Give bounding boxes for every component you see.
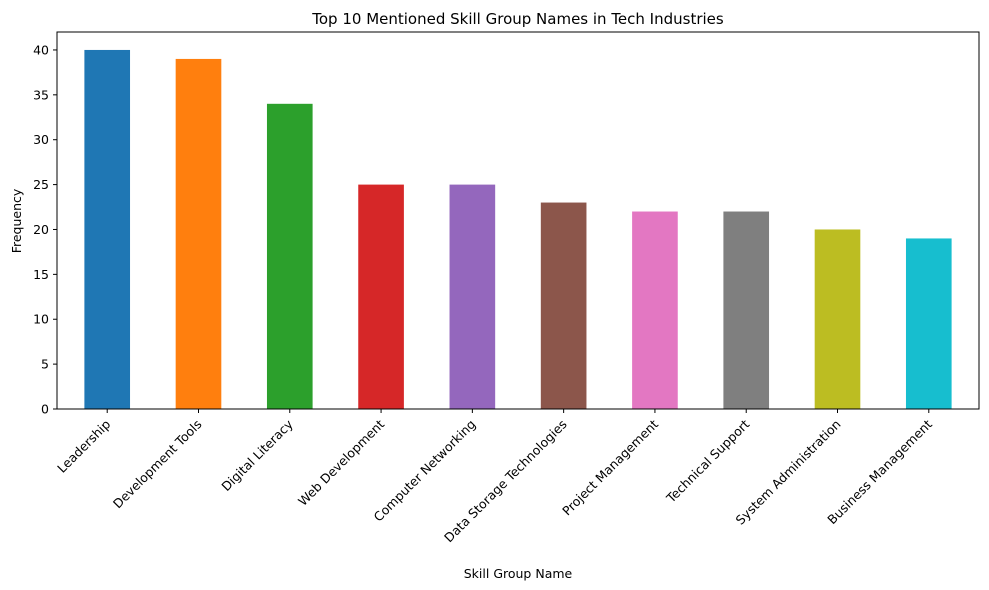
- y-tick-label: 10: [33, 312, 49, 327]
- bar-data-storage-technologies: [540, 202, 587, 409]
- y-tick-label: 35: [33, 87, 49, 102]
- y-tick-label: 5: [41, 357, 49, 372]
- bar-project-management: [632, 211, 678, 409]
- bar-system-administration: [814, 229, 861, 409]
- bar-computer-networking: [449, 184, 496, 409]
- y-axis-label: Frequency: [9, 188, 24, 253]
- x-tick-label: Web Development: [295, 416, 387, 508]
- y-tick-label: 25: [33, 177, 49, 192]
- y-tick-label: 40: [33, 42, 49, 57]
- bars-group: [84, 49, 952, 410]
- y-tick-label: 30: [33, 132, 49, 147]
- chart-title: Top 10 Mentioned Skill Group Names in Te…: [311, 10, 724, 28]
- bar-leadership: [84, 49, 131, 409]
- x-tick-label: Business Management: [824, 416, 935, 527]
- y-axis-ticks: 0 5 10 15 20 25 30 35 40: [33, 42, 57, 417]
- x-tick-label: Technical Support: [663, 416, 753, 506]
- x-tick-label: Project Management: [559, 416, 661, 518]
- x-tick-label: Digital Literacy: [218, 416, 296, 494]
- bar-technical-support: [723, 211, 770, 409]
- x-tick-label: Computer Networking: [371, 417, 479, 525]
- y-tick-label: 0: [41, 402, 49, 417]
- bar-digital-literacy: [266, 103, 313, 409]
- bar-development-tools: [175, 58, 222, 410]
- x-axis-label: Skill Group Name: [464, 566, 573, 581]
- x-tick-label: Development Tools: [110, 417, 205, 512]
- bar-business-management: [905, 238, 952, 409]
- y-tick-label: 20: [33, 222, 49, 237]
- x-tick-label: System Administration: [733, 417, 844, 528]
- x-tick-label: Leadership: [54, 416, 113, 475]
- axes-frame: [56, 31, 980, 410]
- bar-web-development: [358, 184, 404, 409]
- y-tick-label: 15: [33, 267, 49, 282]
